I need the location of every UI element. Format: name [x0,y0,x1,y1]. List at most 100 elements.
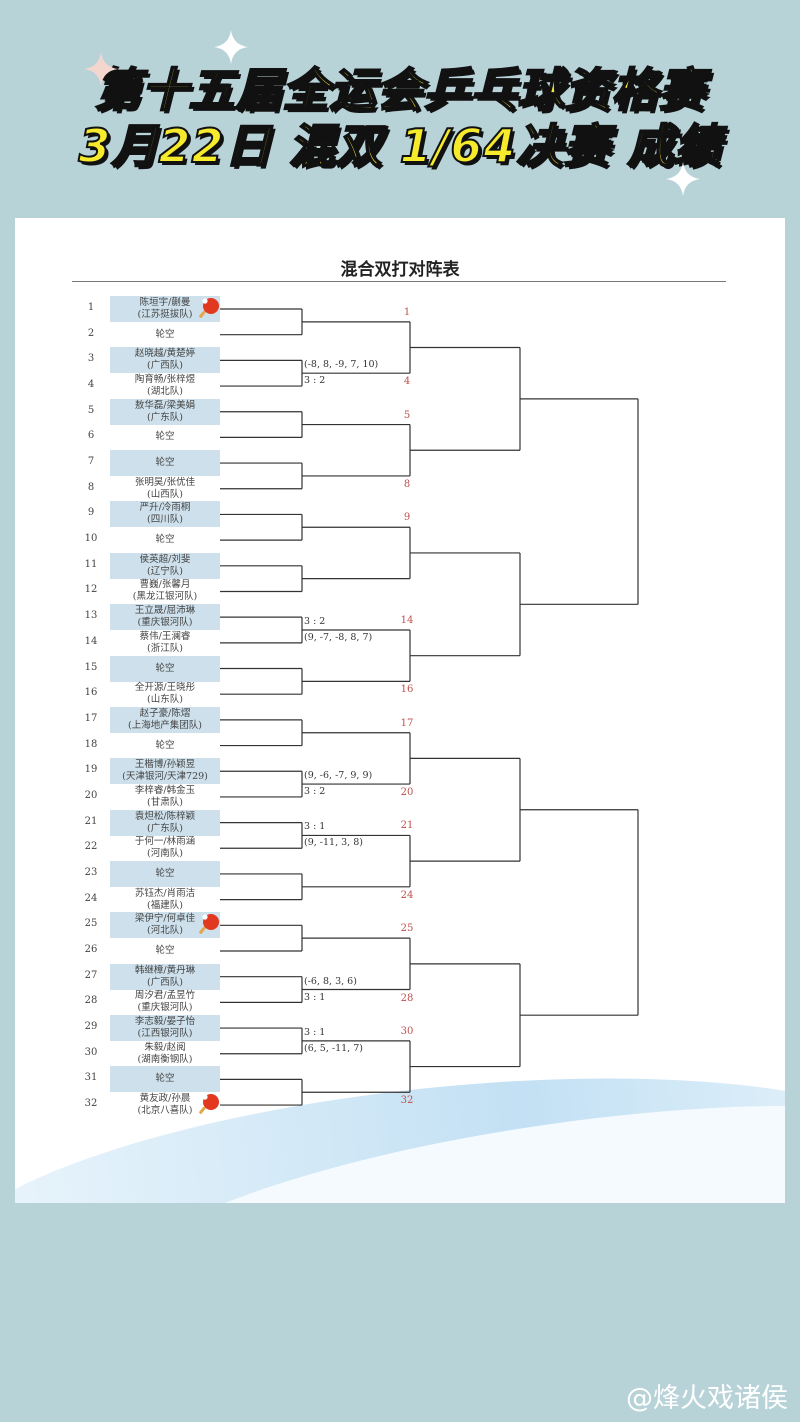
seed-number: 5 [87,404,95,416]
entry-box: 轮空 [110,1066,220,1093]
pair-names: 王楷博/孙颖昱 [134,759,196,771]
entry-box: 轮空 [110,860,220,887]
winner-number: 16 [400,684,414,696]
seed-number: 8 [87,481,95,493]
entry-box: 于何一/林雨涵 (河南队) [110,835,220,861]
ping-pong-paddle-icon [199,914,219,935]
banner-line-2: 3月22日 混双 1/64决赛 成绩 [78,118,722,174]
match-score: 3 : 1 [304,991,326,1003]
seed-number: 11 [84,558,98,570]
bye-label: 轮空 [155,867,175,879]
match-score: (9, -6, -7, 9, 9) [304,770,373,782]
sparkle-icon [214,30,248,64]
seed-number: 12 [84,584,98,596]
match-score: (9, -11, 3, 8) [304,837,363,849]
bye-label: 轮空 [155,534,175,546]
title-underline [72,281,726,282]
seed-number: 1 [87,302,95,313]
seed-number: 29 [84,1021,98,1033]
pair-names: 李志毅/晏子怡 [134,1016,196,1028]
pair-names: 张明昊/张优佳 [134,476,196,488]
winner-number: 21 [400,820,414,832]
match-score: 3 : 2 [304,616,326,627]
bye-label: 轮空 [155,431,175,443]
team-name: (广东队) [147,411,183,423]
entry-box: 袁炟松/陈梓颖 (广东队) [110,809,220,836]
seed-number: 10 [84,533,98,545]
entry-box: 轮空 [110,938,220,964]
match-score: 3 : 1 [304,1026,326,1038]
seed-number: 25 [84,918,98,930]
pair-names: 曹巍/张馨月 [139,579,191,591]
entry-box: 轮空 [110,424,220,450]
seed-number: 28 [84,995,98,1007]
bye-label: 轮空 [155,328,175,340]
match-score: (6, 5, -11, 7) [304,1042,363,1054]
entry-box: 敖华磊/梁美娟 (广东队) [110,398,220,425]
entry-box: 赵子豪/陈熠 (上海地产集团队) [110,706,220,733]
entry-box: 韩继樟/黄丹琳 (广西队) [110,963,220,990]
team-name: (湖南衡钢队) [137,1053,193,1065]
pair-names: 李梓睿/韩金玉 [134,784,196,796]
seed-number: 17 [84,712,98,724]
seed-number: 20 [84,789,98,801]
entry-box: 轮空 [110,733,220,759]
entry-box: 朱毅/赵阅 (湖南衡钢队) [110,1041,220,1067]
match-score: (-6, 8, 3, 6) [304,975,357,987]
team-name: (黑龙江银河队) [132,591,198,603]
team-name: (山西队) [147,488,183,500]
pair-names: 陈垣宇/蒯曼 [139,297,191,308]
winner-number: 25 [400,923,414,935]
entry-box: 轮空 [110,322,220,348]
team-name: (辽宁队) [147,565,183,577]
entry-box: 黄友政/孙晨 (北京八喜队) [110,1092,220,1118]
entry-box: 王立晟/屈沛琳 (重庆银河队) [110,604,220,631]
pair-names: 苏钰杰/肖雨洁 [134,887,196,899]
entry-box: 赵晓越/黄楚婷 (广西队) [110,347,220,374]
pair-names: 全开源/王晓彤 [134,682,196,694]
winner-number: 4 [403,376,411,388]
seed-number: 23 [84,866,98,878]
bye-label: 轮空 [155,457,175,469]
entry-box: 侯英超/刘斐 (辽宁队) [110,552,220,579]
seed-number: 16 [84,687,98,699]
seed-number: 18 [84,738,98,750]
match-score: 3 : 1 [304,821,326,833]
seed-number: 7 [87,456,95,468]
entry-box: 陶育畅/张梓煜 (湖北队) [110,373,220,399]
seed-number: 26 [84,944,98,955]
seed-number: 9 [87,507,95,519]
pair-names: 于何一/林雨涵 [134,836,196,848]
team-name: (广西队) [147,360,183,372]
entry-box: 张明昊/张优佳 (山西队) [110,476,220,502]
seed-number: 19 [84,764,98,776]
team-name: (河南队) [147,848,183,860]
seed-number: 6 [87,430,95,442]
ping-pong-paddle-icon [199,1094,219,1115]
winner-number: 30 [400,1025,414,1037]
pair-names: 严升/冷雨桐 [139,502,191,514]
match-score: (9, -7, -8, 8, 7) [304,632,373,643]
team-name: (广西队) [147,976,183,988]
sparkle-icon [84,52,118,86]
seed-number: 31 [84,1072,98,1084]
pair-names: 袁炟松/陈梓颖 [134,810,196,822]
team-name: (浙江队) [147,642,183,654]
entry-box: 全开源/王晓彤 (山东队) [110,681,220,707]
team-name: (四川队) [147,514,183,526]
team-name: (山东队) [147,694,183,706]
entry-box: 陈垣宇/蒯曼 (江苏挺拔队) [110,296,220,322]
seed-number: 15 [84,661,98,673]
document-title: 混合双打对阵表 [340,260,460,280]
match-score: 3 : 2 [304,786,326,798]
match-score: 3 : 2 [304,375,326,387]
pair-names: 赵晓越/黄楚婷 [134,348,196,360]
pair-names: 周汐君/孟昱竹 [134,990,196,1002]
seed-number: 4 [87,379,95,391]
seed-number: 2 [87,327,95,339]
pair-names: 黄友政/孙晨 [139,1093,191,1105]
entry-box: 梁伊宁/何卓佳 (河北队) [110,912,220,939]
team-name: (湖北队) [147,386,183,398]
pair-names: 陶育畅/张梓煜 [134,374,196,386]
winner-number: 1 [403,306,411,318]
